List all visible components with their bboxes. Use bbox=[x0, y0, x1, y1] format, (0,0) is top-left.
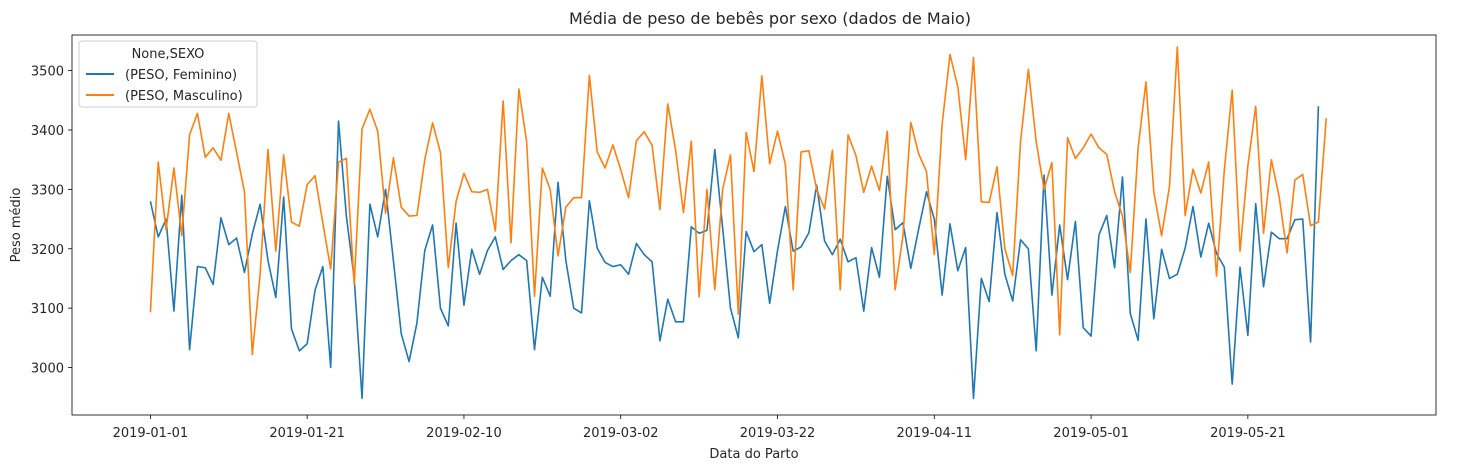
y-tick-label: 3200 bbox=[31, 243, 64, 258]
series-line-masculino bbox=[149, 46, 1328, 356]
y-tick-label: 3100 bbox=[31, 302, 64, 317]
x-tick-label: 2019-01-21 bbox=[269, 426, 345, 441]
x-tick-label: 2019-01-01 bbox=[113, 426, 189, 441]
x-tick-label: 2019-05-01 bbox=[1053, 426, 1129, 441]
y-tick-label: 3400 bbox=[31, 124, 64, 139]
plot-frame bbox=[71, 34, 1437, 416]
x-tick-label: 2019-05-21 bbox=[1210, 426, 1286, 441]
y-tick-label: 3000 bbox=[31, 362, 64, 377]
x-tick-label: 2019-03-22 bbox=[740, 426, 816, 441]
x-tick-label: 2019-03-02 bbox=[583, 426, 659, 441]
legend-label-feminino: (PESO, Feminino) bbox=[125, 68, 237, 83]
legend-box bbox=[78, 40, 258, 108]
legend-label-masculino: (PESO, Masculino) bbox=[125, 89, 243, 104]
y-tick-label: 3500 bbox=[31, 65, 64, 80]
y-axis: 3000 3100 3200 3300 3400 3500 bbox=[31, 65, 72, 377]
x-axis: 2019-01-01 2019-01-21 2019-02-10 2019-03-02… bbox=[113, 415, 1286, 441]
x-tick-label: 2019-02-10 bbox=[426, 426, 502, 441]
x-tick-label: 2019-04-11 bbox=[897, 426, 973, 441]
plot-area bbox=[149, 46, 1328, 400]
legend-title: None,SEXO bbox=[132, 47, 205, 62]
legend: None,SEXO (PESO, Feminino) (PESO, Mascul… bbox=[78, 40, 258, 108]
chart-title: Média de peso de bebês por sexo (dados d… bbox=[569, 9, 971, 28]
x-axis-title: Data do Parto bbox=[709, 447, 798, 462]
y-tick-label: 3300 bbox=[31, 183, 64, 198]
y-axis-title: Peso médio bbox=[9, 188, 24, 263]
series-line-feminino bbox=[149, 106, 1320, 400]
